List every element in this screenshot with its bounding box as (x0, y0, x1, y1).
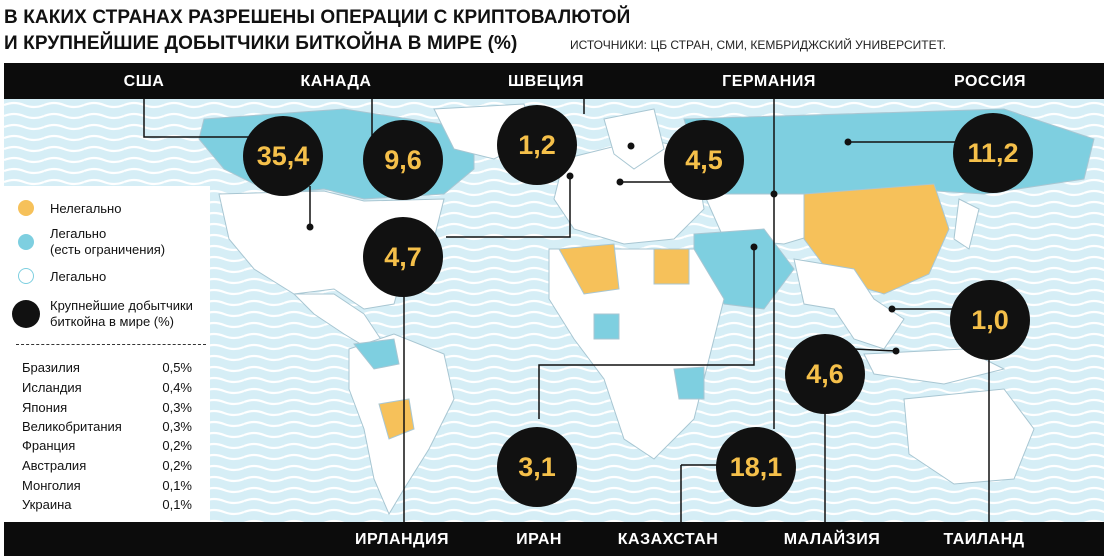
bubble-thailand: 1,0 (950, 280, 1030, 360)
scandinavia (603, 108, 665, 170)
dot-sweden (627, 142, 635, 150)
legend-illegal: Нелегально (18, 200, 121, 216)
legend-illegal-label: Нелегально (50, 200, 122, 216)
label-malaysia: МАЛАЙЗИЯ (783, 531, 881, 548)
dot-germany (616, 178, 624, 186)
dot-russia (844, 138, 852, 146)
legend-miners-label-1: Крупнейшие добытчики (50, 298, 193, 313)
legend-miners-label-2: биткойна в мире (%) (50, 314, 175, 329)
bubble-canada: 9,6 (363, 120, 443, 200)
bubble-ireland: 4,7 (363, 217, 443, 297)
leader-ireland (446, 176, 571, 238)
bubble-malaysia: 4,6 (785, 334, 865, 414)
title-line-2: И КРУПНЕЙШИЕ ДОБЫТЧИКИ БИТКОЙНА В МИРЕ (… (4, 33, 518, 54)
minor-miner-country: Австралия (22, 458, 87, 473)
minor-miner-country: Украина (22, 497, 72, 512)
minor-miner-country: Япония (22, 400, 68, 415)
legend-separator (16, 344, 206, 345)
legend-legal-swatch (18, 268, 34, 284)
legend-restricted-swatch (18, 234, 34, 250)
legend-restricted: Легально (есть ограничения) (18, 226, 165, 258)
dot-malaysia (892, 347, 900, 355)
leader-iran (538, 247, 755, 419)
japan (953, 198, 980, 250)
minor-miner-value: 0,3% (162, 419, 192, 434)
minor-miner-value: 0,1% (162, 478, 192, 493)
minor-miner-row: Австралия 0,2% (22, 458, 192, 473)
dot-iran (750, 243, 758, 251)
dot-usa (306, 223, 314, 231)
tanzania (673, 366, 705, 400)
minor-miner-country: Исландия (22, 380, 82, 395)
minor-miner-row: Япония 0,3% (22, 400, 192, 415)
minor-miner-row: Украина 0,1% (22, 497, 192, 512)
africa (548, 248, 725, 460)
minor-miner-value: 0,2% (162, 458, 192, 473)
india-se-asia (793, 258, 905, 350)
label-russia: РОССИЯ (953, 73, 1027, 90)
minor-miner-row: Франция 0,2% (22, 438, 192, 453)
minor-miner-row: Монголия 0,1% (22, 478, 192, 493)
label-kazakhstan: КАЗАХСТАН (617, 531, 719, 548)
legend-miners-swatch (12, 300, 40, 328)
legend-restricted-label-2: (есть ограничения) (50, 242, 166, 257)
australia (903, 388, 1035, 485)
top-label-strip (4, 63, 1104, 99)
bubble-russia: 11,2 (953, 113, 1033, 193)
nigeria (593, 313, 620, 340)
sources-note: ИСТОЧНИКИ: ЦБ СТРАН, СМИ, КЕМБРИДЖСКИЙ У… (570, 38, 946, 52)
minor-miner-row: Бразилия 0,5% (22, 360, 192, 375)
legend-illegal-swatch (18, 200, 34, 216)
dot-ireland (566, 172, 574, 180)
legend-miners: Крупнейшие добытчики биткойна в мире (%) (12, 298, 193, 330)
minor-miner-row: Великобритания 0,3% (22, 419, 192, 434)
title-line-1: В КАКИХ СТРАНАХ РАЗРЕШЕНЫ ОПЕРАЦИИ С КРИ… (4, 7, 631, 28)
leader-usa (143, 99, 266, 138)
minor-miner-value: 0,2% (162, 438, 192, 453)
minor-miner-value: 0,5% (162, 360, 192, 375)
bubble-iran: 3,1 (497, 427, 577, 507)
minor-miner-value: 0,1% (162, 497, 192, 512)
minor-miner-value: 0,3% (162, 400, 192, 415)
egypt (653, 248, 690, 285)
minor-miner-country: Великобритания (22, 419, 122, 434)
colombia-venezuela (353, 338, 400, 370)
label-ireland: ИРЛАНДИЯ (355, 531, 449, 548)
bolivia (378, 398, 415, 440)
dot-kazakhstan (770, 190, 778, 198)
bubble-sweden: 1,2 (497, 105, 577, 185)
indonesia (863, 348, 1006, 385)
dot-thailand (888, 305, 896, 313)
legend-restricted-label-1: Легально (50, 226, 107, 241)
minor-miner-country: Бразилия (22, 360, 80, 375)
algeria (558, 243, 620, 295)
label-iran: ИРАН (516, 531, 562, 548)
label-sweden: ШВЕЦИЯ (508, 73, 584, 90)
legend-legal: Легально (18, 268, 106, 284)
bubble-usa: 35,4 (243, 116, 323, 196)
label-canada: КАНАДА (300, 73, 372, 90)
legend-legal-label: Легально (50, 268, 107, 284)
label-thailand: ТАИЛАНД (943, 531, 1025, 548)
bubble-kazakhstan: 18,1 (716, 427, 796, 507)
legend-panel: Нелегально Легально (есть ограничения) Л… (4, 186, 210, 522)
leader-malaysia (853, 348, 897, 352)
bottom-label-strip (4, 522, 1104, 556)
minor-miner-country: Франция (22, 438, 76, 453)
minor-miner-value: 0,4% (162, 380, 192, 395)
bubble-germany: 4,5 (664, 120, 744, 200)
label-usa: США (123, 73, 165, 90)
minor-miner-country: Монголия (22, 478, 81, 493)
minor-miner-row: Исландия 0,4% (22, 380, 192, 395)
label-germany: ГЕРМАНИЯ (722, 73, 816, 90)
